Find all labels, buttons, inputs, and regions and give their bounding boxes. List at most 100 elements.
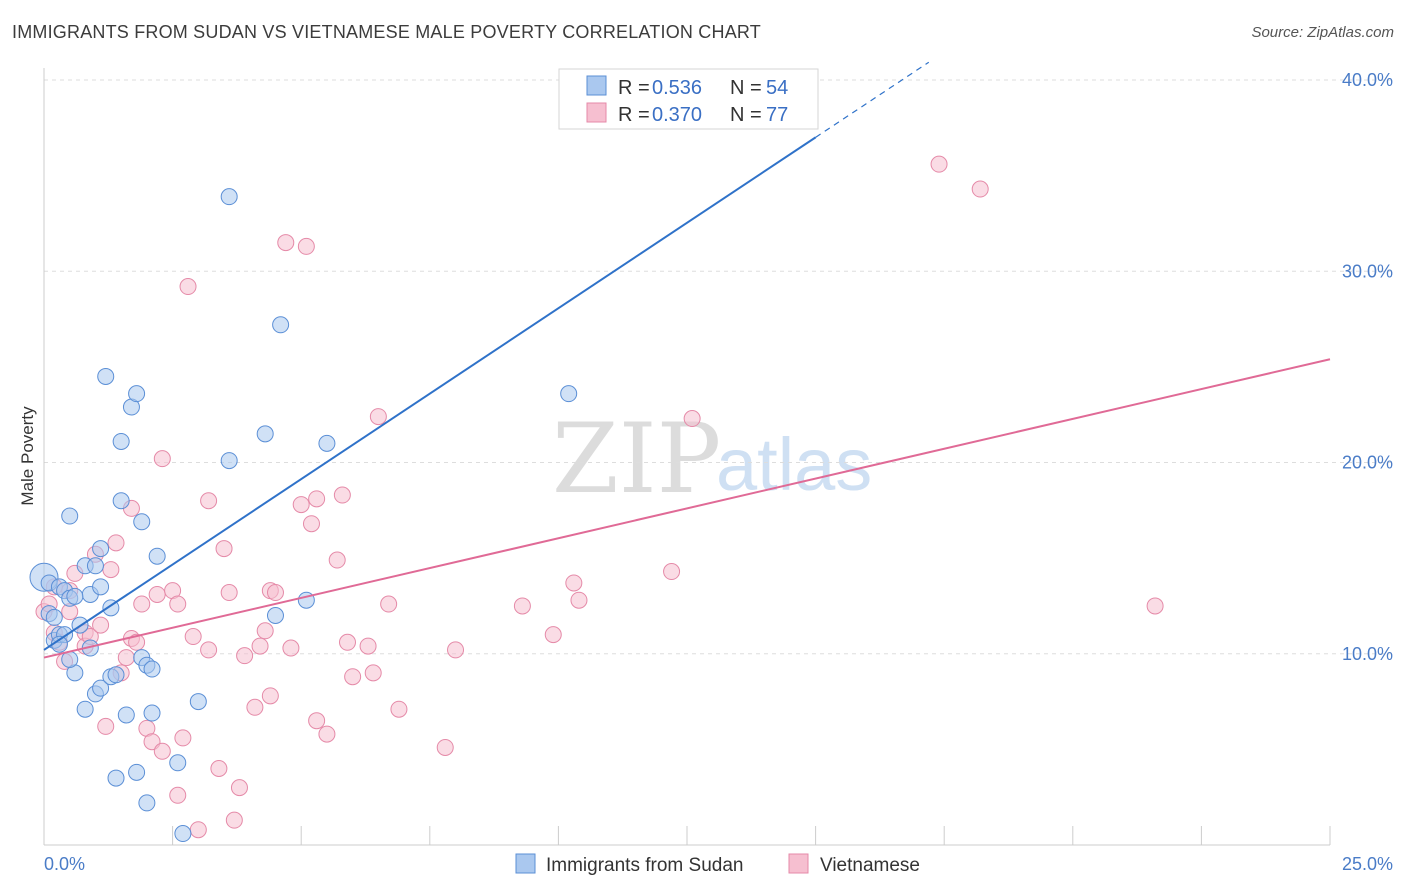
sudan-point	[189, 693, 207, 711]
vietnamese-point	[297, 237, 315, 255]
vietnamese-point	[308, 490, 326, 508]
chart-title: IMMIGRANTS FROM SUDAN VS VIETNAMESE MALE…	[12, 22, 761, 42]
sudan-point	[92, 578, 110, 596]
vietnamese-point	[92, 616, 110, 634]
legend-r-label-sudan: R =	[618, 77, 650, 99]
sudan-point	[107, 666, 125, 684]
vietnamese-point	[148, 585, 166, 603]
sudan-point	[76, 700, 94, 718]
sudan-point	[266, 607, 284, 624]
sudan-point	[148, 547, 166, 565]
legend-n-label-vietnamese: N =	[730, 104, 762, 126]
x-ticks	[43, 826, 1331, 845]
vietnamese-point	[344, 668, 362, 686]
legend-swatch-vietnamese	[586, 102, 607, 123]
vietnamese-point	[380, 595, 398, 613]
sudan-point	[133, 513, 151, 531]
vietnamese-point	[565, 574, 583, 592]
vietnamese-point	[215, 540, 233, 558]
series-legend: Immigrants from Sudan Vietnamese	[515, 853, 920, 876]
sudan-point	[66, 587, 84, 605]
vietnamese-point	[174, 729, 192, 747]
vietnamese-point	[225, 811, 243, 829]
vietnamese-point	[102, 561, 120, 579]
gridlines	[44, 79, 1393, 655]
vietnamese-point	[436, 738, 454, 756]
sudan-point	[112, 492, 130, 510]
vietnamese-point	[236, 647, 254, 665]
sudan-point	[107, 769, 125, 787]
vietnamese-point	[97, 717, 115, 735]
x-tick-label-min: 0.0%	[44, 854, 85, 874]
vietnamese-point	[333, 486, 351, 504]
sudan-point	[117, 706, 135, 724]
vietnamese-point	[930, 155, 948, 173]
vietnamese-point	[153, 450, 171, 468]
vietnamese-point	[251, 637, 269, 655]
y-tick-label: 40.0%	[1342, 70, 1393, 90]
vietnamese-point	[328, 551, 346, 569]
correlation-legend: R = 0.536 N = 54 R = 0.370 N = 77	[558, 68, 819, 130]
vietnamese-point	[256, 622, 274, 640]
sudan-point	[143, 704, 161, 722]
legend-n-value-sudan: 54	[766, 77, 788, 99]
vietnamese-point	[107, 534, 125, 552]
bottom-legend-swatch-vietnamese	[788, 853, 809, 874]
sudan-point	[138, 794, 156, 812]
sudan-point	[560, 385, 578, 403]
vietnamese-point	[292, 496, 310, 514]
vietnamese-point	[302, 515, 320, 533]
vietnamese-point	[200, 641, 218, 659]
vietnamese-trend-line	[43, 358, 1331, 659]
y-tick-label: 10.0%	[1342, 644, 1393, 664]
sudan-point	[220, 452, 238, 470]
vietnamese-point	[447, 641, 465, 659]
sudan-point	[45, 608, 63, 626]
vietnamese-point	[971, 180, 989, 198]
legend-r-value-vietnamese: 0.370	[652, 104, 702, 126]
sudan-point	[174, 825, 192, 843]
sudan-point	[318, 434, 336, 452]
legend-n-label-sudan: N =	[730, 77, 762, 99]
vietnamese-point	[282, 639, 300, 657]
sudan-point	[220, 188, 238, 206]
bottom-legend-label-sudan: Immigrants from Sudan	[546, 855, 743, 876]
vietnamese-point	[390, 700, 408, 718]
vietnamese-point	[513, 597, 531, 615]
bottom-legend-swatch-sudan	[515, 853, 536, 874]
vietnamese-point	[117, 649, 135, 667]
vietnamese-point	[261, 687, 279, 705]
vietnamese-point	[128, 633, 146, 651]
sudan-point	[112, 432, 130, 450]
vietnamese-point	[544, 626, 562, 644]
vietnamese-point	[200, 492, 218, 510]
y-axis-label: Male Poverty	[18, 406, 37, 506]
sudan-point	[97, 367, 115, 385]
y-tick-label: 30.0%	[1342, 261, 1393, 281]
sudan-point	[86, 557, 104, 575]
sudan-point	[61, 507, 79, 525]
sudan-point	[128, 763, 146, 781]
vietnamese-point	[359, 637, 377, 655]
vietnamese-point	[153, 742, 171, 760]
y-tick-labels: 10.0% 20.0% 30.0% 40.0%	[1342, 70, 1393, 664]
watermark-atlas: atlas	[716, 423, 872, 506]
vietnamese-point	[369, 408, 387, 426]
bottom-legend-label-vietnamese: Vietnamese	[820, 855, 920, 876]
vietnamese-point	[1146, 597, 1164, 615]
vietnamese-point	[189, 821, 207, 839]
vietnamese-point	[169, 595, 187, 613]
vietnamese-point	[683, 410, 701, 428]
vietnamese-point	[308, 712, 326, 730]
sudan-trend-extension	[815, 61, 930, 138]
vietnamese-point	[230, 779, 248, 797]
vietnamese-point	[364, 664, 382, 682]
sudan-points	[29, 188, 578, 843]
vietnamese-point	[179, 278, 197, 296]
vietnamese-point	[133, 595, 151, 613]
vietnamese-point	[570, 591, 588, 609]
vietnamese-point	[318, 725, 336, 743]
sudan-point	[169, 754, 187, 772]
y-tick-label: 20.0%	[1342, 453, 1393, 473]
